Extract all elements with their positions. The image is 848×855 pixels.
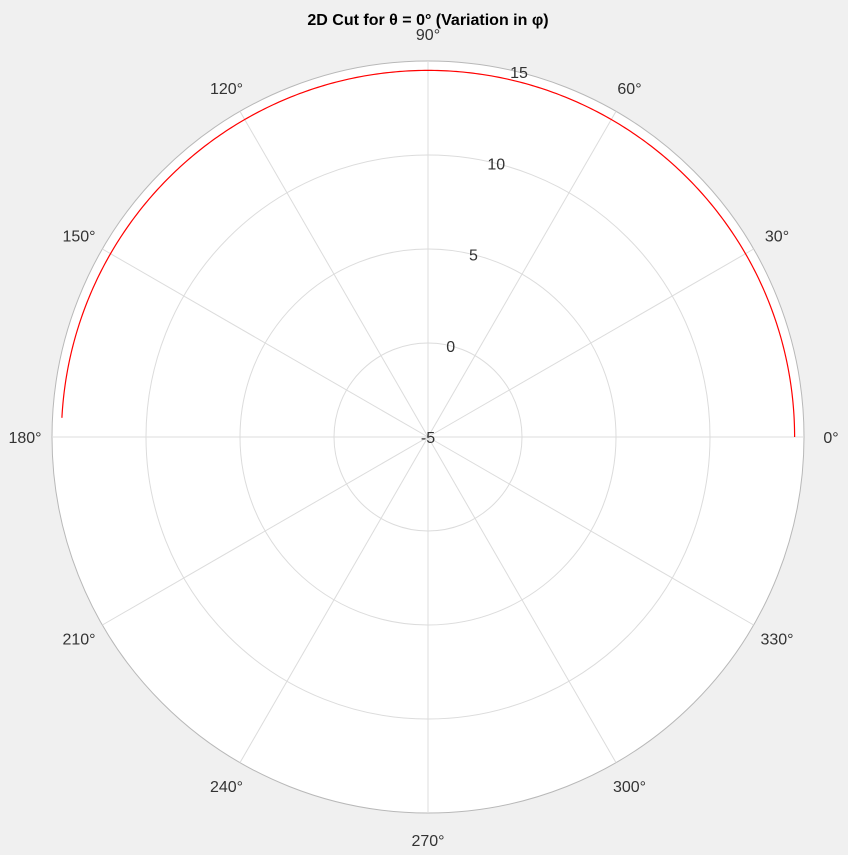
- theta-tick-label: 180°: [8, 430, 41, 447]
- theta-grid-line: [239, 436, 429, 763]
- theta-grid-line: [102, 436, 429, 626]
- r-tick-label: 5: [469, 248, 478, 265]
- theta-grid-line: [102, 248, 429, 438]
- r-tick-label: 0: [446, 339, 455, 356]
- theta-tick-label: 30°: [765, 229, 789, 246]
- theta-tick-label: 210°: [62, 632, 95, 649]
- theta-tick-label: 270°: [411, 833, 444, 850]
- theta-tick-label: 330°: [760, 632, 793, 649]
- theta-tick-label: 0°: [823, 430, 838, 447]
- theta-tick-label: 240°: [210, 779, 243, 796]
- theta-tick-label: 120°: [210, 81, 243, 98]
- theta-grid-line: [427, 111, 617, 438]
- r-tick-label: 10: [487, 156, 505, 173]
- grid-layer: [52, 61, 804, 813]
- theta-grid-line: [427, 436, 617, 763]
- r-tick-label: -5: [421, 430, 435, 447]
- r-tick-label: 15: [510, 65, 528, 82]
- theta-tick-label: 90°: [416, 27, 440, 44]
- chart-title: 2D Cut for θ = 0° (Variation in φ): [307, 12, 548, 29]
- theta-tick-label: 60°: [617, 81, 641, 98]
- theta-grid-line: [239, 111, 429, 438]
- series-line: [61, 69, 796, 438]
- series-layer: [61, 69, 796, 438]
- theta-grid-line: [427, 436, 754, 626]
- label-layer: 0° 30° 60° 90° 120° 150° 180° 210° 240° 270° 300° 3…: [8, 27, 838, 850]
- theta-grid-line: [427, 248, 754, 438]
- theta-tick-label: 300°: [613, 779, 646, 796]
- theta-tick-label: 150°: [62, 229, 95, 246]
